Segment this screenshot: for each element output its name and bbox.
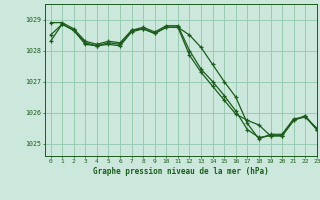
X-axis label: Graphe pression niveau de la mer (hPa): Graphe pression niveau de la mer (hPa) [93,167,269,176]
